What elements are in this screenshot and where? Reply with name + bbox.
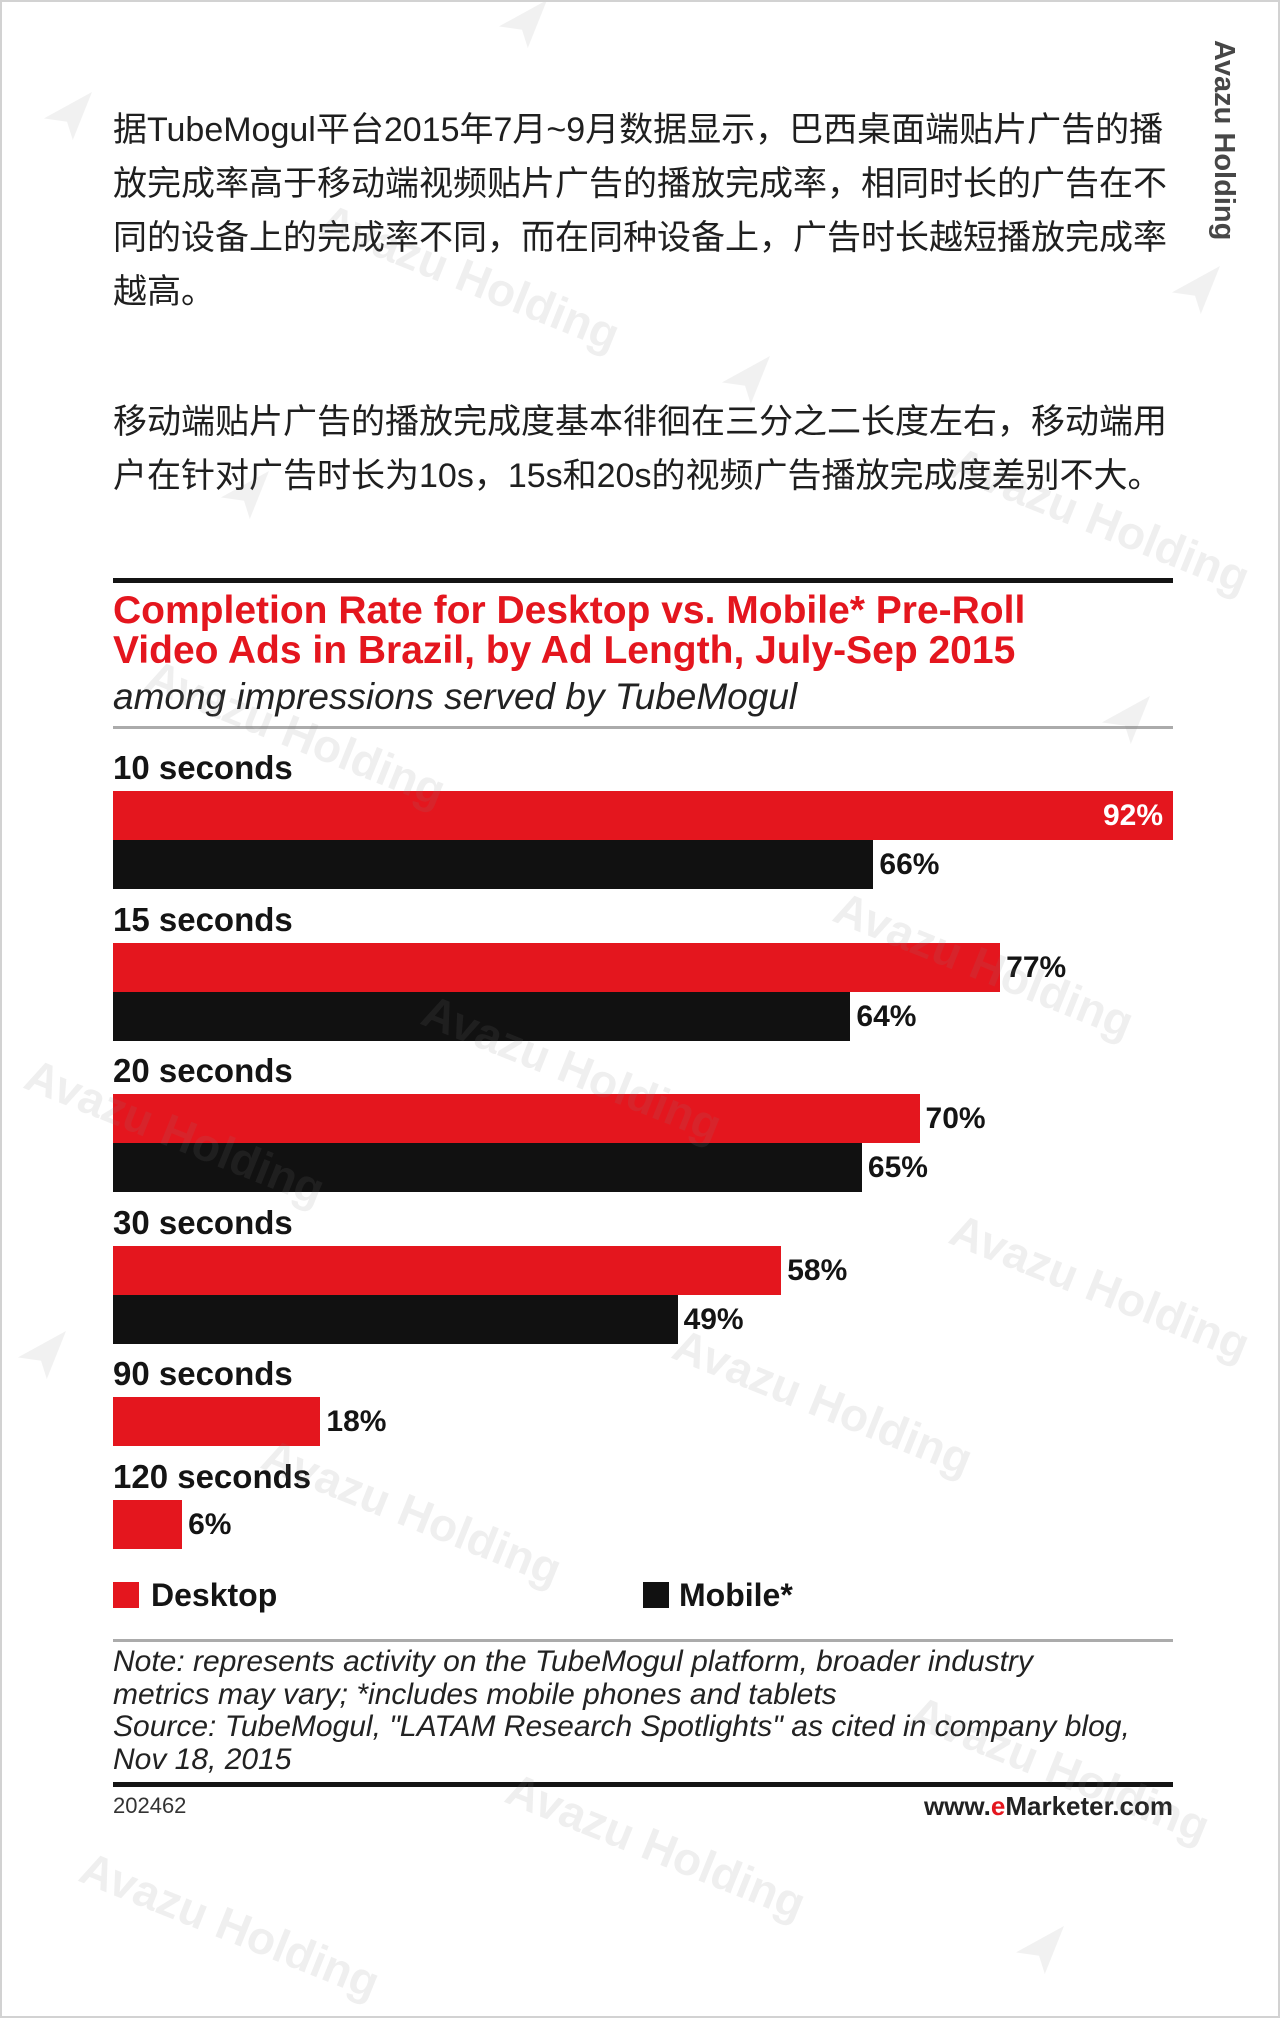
bar-desktop-120-seconds xyxy=(113,1499,183,1549)
bar-mobile-15-seconds xyxy=(113,991,851,1041)
category-label-30-seconds: 30 seconds xyxy=(113,1203,293,1241)
emarketer-site-logo: www.eMarketer.com xyxy=(924,1791,1173,1821)
chart-id: 202462 xyxy=(113,1793,187,1818)
notes-rule xyxy=(113,1639,1173,1642)
chart-bottom-rule xyxy=(113,1782,1173,1787)
site-prefix: www. xyxy=(923,1791,991,1821)
site-brand-e: e xyxy=(990,1791,1006,1821)
bar-desktop-30-seconds xyxy=(113,1245,782,1295)
site-rest: Marketer.com xyxy=(1005,1791,1173,1821)
paragraph-line: 越高。 xyxy=(113,273,215,311)
chart-title: Completion Rate for Desktop vs. Mobile* … xyxy=(113,589,1026,672)
bar-desktop-10-seconds xyxy=(113,791,1173,840)
value-label-desktop-120-seconds: 6% xyxy=(188,1507,232,1541)
bar-desktop-20-seconds xyxy=(113,1094,920,1143)
watermark-arrow-icon xyxy=(1102,696,1150,744)
value-label-mobile-15-seconds: 64% xyxy=(856,999,917,1033)
watermark-arrow-icon xyxy=(44,92,92,140)
paragraph-line: 据TubeMogul平台2015年7月~9月数据显示，巴西桌面端贴片广告的播 xyxy=(113,111,1164,149)
bar-desktop-90-seconds xyxy=(113,1397,321,1446)
value-label-desktop-30-seconds: 58% xyxy=(787,1253,848,1287)
paragraph-line: 户在针对广告时长为10s，15s和20s的视频广告播放完成度差别不大。 xyxy=(113,457,1162,495)
chart-plot: 10 seconds 92% 66% 15 seconds 77% 64% 20 secon… xyxy=(113,740,1173,1570)
intro-paragraph-1: 据TubeMogul平台2015年7月~9月数据显示，巴西桌面端贴片广告的播 放… xyxy=(113,103,1203,319)
intro-paragraph-2: 移动端贴片广告的播放完成度基本徘徊在三分之二长度左右，移动端用 户在针对广告时长… xyxy=(113,395,1203,503)
value-label-mobile-20-seconds: 65% xyxy=(867,1151,928,1184)
chart-subtitle: among impressions served by TubeMogul xyxy=(113,676,798,717)
value-label-mobile-30-seconds: 49% xyxy=(683,1302,744,1336)
value-label-desktop-15-seconds: 77% xyxy=(1006,950,1067,984)
value-label-desktop-90-seconds: 18% xyxy=(326,1405,387,1438)
chart-header-rule xyxy=(113,726,1173,729)
bar-mobile-10-seconds xyxy=(113,840,874,889)
source-line: Nov 18, 2015 xyxy=(113,1743,292,1776)
note-line: metrics may vary; *includes mobile phone… xyxy=(113,1678,837,1711)
value-label-mobile-10-seconds: 66% xyxy=(879,848,940,881)
note-line: Note: represents activity on the TubeMog… xyxy=(113,1646,1033,1678)
side-brand-label: Avazu Holding xyxy=(1208,40,1240,241)
watermark-text: Avazu Holding xyxy=(72,1841,388,2009)
paragraph-line: 移动端贴片广告的播放完成度基本徘徊在三分之二长度左右，移动端用 xyxy=(113,403,1167,441)
watermark-arrow-icon xyxy=(1016,1926,1064,1974)
legend-label-mobile: Mobile* xyxy=(679,1577,793,1613)
legend-swatch-desktop xyxy=(113,1582,139,1608)
category-label-120-seconds: 120 seconds xyxy=(113,1457,312,1495)
watermark-arrow-icon xyxy=(499,0,547,48)
category-label-10-seconds: 10 seconds xyxy=(113,749,293,786)
chart-notes: Note: represents activity on the TubeMog… xyxy=(113,1646,1173,1776)
watermark-arrow-icon xyxy=(18,1331,66,1379)
chart-top-rule xyxy=(113,578,1173,583)
bar-desktop-15-seconds xyxy=(113,942,1001,992)
bar-mobile-20-seconds xyxy=(113,1143,862,1192)
category-label-20-seconds: 20 seconds xyxy=(113,1052,293,1089)
category-label-90-seconds: 90 seconds xyxy=(113,1355,293,1392)
paragraph-line: 放完成率高于移动端视频贴片广告的播放完成率，相同时长的广告在不 xyxy=(113,165,1167,203)
source-line: Source: TubeMogul, "LATAM Research Spotl… xyxy=(113,1711,1130,1743)
value-label-desktop-10-seconds: 92% xyxy=(1102,799,1163,832)
category-label-15-seconds: 15 seconds xyxy=(113,900,293,938)
paragraph-line: 同的设备上的完成率不同，而在同种设备上，广告时长越短播放完成率 xyxy=(113,219,1167,257)
value-label-desktop-20-seconds: 70% xyxy=(925,1102,986,1135)
legend-label-desktop: Desktop xyxy=(151,1577,278,1613)
legend-swatch-mobile xyxy=(643,1582,669,1608)
bar-mobile-30-seconds xyxy=(113,1294,678,1344)
